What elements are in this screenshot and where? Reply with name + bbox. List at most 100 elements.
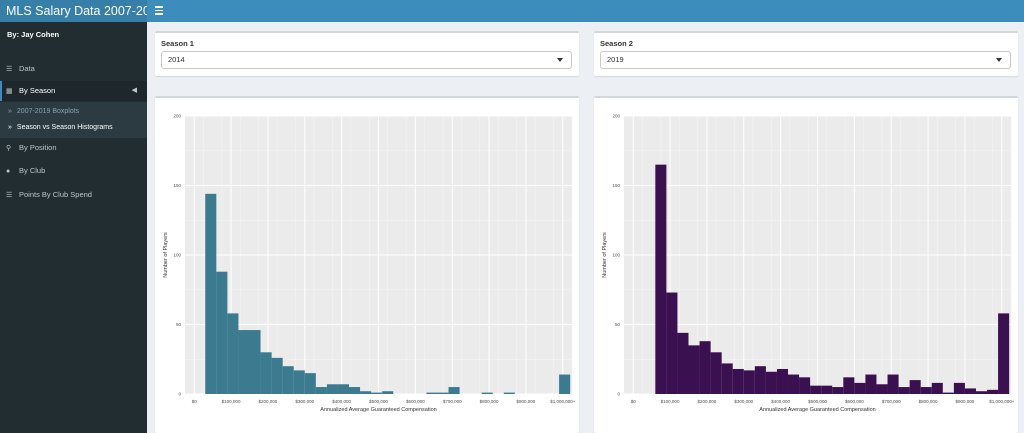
top-navbar <box>147 0 1024 22</box>
x-tick-label: $700,000 <box>443 399 462 404</box>
histogram-bar <box>326 384 338 394</box>
histogram-bar <box>371 392 383 394</box>
histogram-bar <box>304 373 316 394</box>
y-tick-label: 100 <box>173 253 181 258</box>
sidebar-item-label: By Club <box>19 166 46 175</box>
y-axis-label: Number of Players <box>163 232 169 278</box>
sidebar-subitem-label: 2007-2019 Boxplots <box>16 108 80 115</box>
histogram-bar <box>216 271 228 394</box>
x-tick-label: $300,000 <box>734 399 753 404</box>
y-tick-label: 100 <box>612 253 620 258</box>
x-tick-label: $500,000 <box>369 399 388 404</box>
y-axis-label: Number of Players <box>602 232 608 278</box>
histogram-bar <box>699 341 711 394</box>
histogram-bar <box>337 384 350 394</box>
histogram-bar <box>260 352 272 394</box>
histogram-bar <box>315 387 327 394</box>
sidebar-item-by-position[interactable]: ⚲ By Position <box>0 138 147 158</box>
histogram-bar <box>732 368 744 394</box>
histogram-bar <box>754 366 766 394</box>
x-axis-label: Annualized Average Guaranteed Compensati… <box>320 407 436 413</box>
double-chevron-icon: » <box>8 108 12 115</box>
x-tick-label: $300,000 <box>295 399 314 404</box>
histogram-bar <box>721 363 733 394</box>
list-icon: ☰ <box>6 192 13 199</box>
chart-box-season1: 0 50 100 150 200 $0 $100,000 $200,000 $300,000 $4… <box>155 96 579 433</box>
histogram-bar <box>854 382 866 394</box>
y-tick-label: 0 <box>617 392 620 397</box>
histogram-bar <box>975 391 988 394</box>
x-tick-label: $900,000 <box>956 399 975 404</box>
season2-select[interactable]: 2019 <box>600 51 1011 69</box>
histogram-bar <box>909 380 921 394</box>
author-label: By: Jay Cohen <box>7 30 60 39</box>
histogram-bar <box>666 292 678 394</box>
sidebar-item-label: Points By Club Spend <box>19 190 92 199</box>
x-tick-label: $900,000 <box>517 399 536 404</box>
histogram-bar <box>964 388 976 394</box>
histogram-season1: 0 50 100 150 200 $0 $100,000 $200,000 $300,000 $4… <box>163 114 576 414</box>
x-tick-label: $600,000 <box>406 399 425 404</box>
season2-box: Season 2 2019 <box>594 31 1018 76</box>
sidebar-subitem-histograms[interactable]: » Season vs Season Histograms <box>8 121 113 135</box>
histogram-bar <box>382 391 394 394</box>
season1-select[interactable]: 2014 <box>161 51 572 69</box>
histogram-bar <box>205 193 217 394</box>
histogram-bar <box>765 371 777 394</box>
histogram-bar <box>953 382 965 394</box>
histogram-bar <box>271 357 283 394</box>
season1-value: 2014 <box>168 55 185 64</box>
histogram-bar <box>887 374 899 394</box>
x-tick-label: $700,000 <box>882 399 901 404</box>
sidebar-subitem-label: Season vs Season Histograms <box>16 124 113 131</box>
sidebar-subitem-boxplots[interactable]: » 2007-2019 Boxplots <box>8 105 79 119</box>
histogram-bar <box>559 374 571 394</box>
x-tick-label: $800,000 <box>919 399 938 404</box>
histogram-bar <box>655 164 667 394</box>
y-tick-label: 200 <box>173 114 181 119</box>
menu-toggle-icon[interactable] <box>155 6 163 15</box>
season2-value: 2019 <box>607 55 624 64</box>
sidebar-item-label: By Season <box>19 86 56 95</box>
histogram-bar <box>481 392 493 394</box>
dropdown-arrow-icon <box>557 58 563 62</box>
histogram-bar <box>282 366 294 394</box>
histogram-bar <box>931 382 943 394</box>
sidebar-item-points-by-club-spend[interactable]: ☰ Points By Club Spend <box>0 185 147 205</box>
histogram-bar <box>677 332 689 394</box>
x-tick-label: $200,000 <box>698 399 717 404</box>
histogram-bar <box>942 392 954 394</box>
chart-box-season2: 0 50 100 150 200 $0 $100,000 $200,000 $300,000 $4… <box>594 96 1018 433</box>
chevron-left-icon: ◀ <box>131 87 137 94</box>
x-tick-label: $1,000,000+ <box>989 399 1015 404</box>
x-tick-label: $200,000 <box>259 399 278 404</box>
sidebar-item-data[interactable]: ☰ Data <box>0 59 147 79</box>
database-icon: ☰ <box>6 66 13 73</box>
x-tick-label: $0 <box>631 399 637 404</box>
x-tick-label: $500,000 <box>808 399 827 404</box>
calendar-icon: ▦ <box>6 88 13 95</box>
histogram-bar <box>920 387 932 394</box>
search-icon: ⚲ <box>6 145 12 152</box>
histogram-bar <box>898 387 910 394</box>
y-tick-label: 50 <box>615 322 621 327</box>
histogram-bar <box>876 384 888 394</box>
x-tick-label: $100,000 <box>222 399 241 404</box>
season1-label: Season 1 <box>161 39 194 48</box>
histogram-bar <box>987 389 999 394</box>
x-tick-label: $400,000 <box>771 399 790 404</box>
double-chevron-icon: » <box>8 124 12 131</box>
histogram-bar <box>249 330 261 394</box>
sidebar-item-label: Data <box>19 64 35 73</box>
x-tick-label: $100,000 <box>661 399 680 404</box>
sidebar-item-by-season[interactable]: ▦ By Season ◀ <box>0 81 147 101</box>
sidebar-item-by-club[interactable]: ● By Club <box>0 161 147 181</box>
x-tick-label: $0 <box>192 399 198 404</box>
histogram-bar <box>238 330 250 394</box>
histogram-bar <box>810 385 822 394</box>
histogram-bar <box>998 313 1010 394</box>
x-tick-label: $400,000 <box>332 399 351 404</box>
y-tick-label: 150 <box>612 183 620 188</box>
users-icon: ● <box>6 168 11 175</box>
y-tick-label: 150 <box>173 183 181 188</box>
